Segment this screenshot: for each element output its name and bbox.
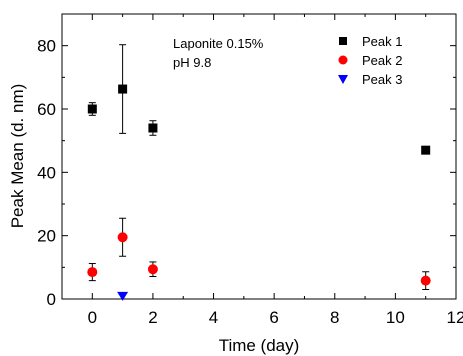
x-tick-label: 0 <box>88 308 97 327</box>
y-tick-label: 80 <box>37 37 56 56</box>
legend-label-peak-3: Peak 3 <box>362 72 402 87</box>
legend-label-peak-1: Peak 1 <box>362 34 402 49</box>
plot-frame <box>61 13 457 300</box>
x-tick-label: 10 <box>386 308 405 327</box>
data-point-peak-2 <box>420 275 431 286</box>
legend-marker-peak-1 <box>339 37 347 45</box>
x-tick-label: 8 <box>330 308 339 327</box>
y-tick-label: 40 <box>37 163 56 182</box>
x-axis-title: Time (day) <box>219 336 300 355</box>
data-point-peak-3 <box>117 291 129 301</box>
data-point-peak-1 <box>118 84 128 94</box>
x-tick-label: 4 <box>209 308 218 327</box>
x-tick-label: 6 <box>269 308 278 327</box>
legend-marker-peak-3 <box>338 75 348 84</box>
data-point-peak-1 <box>421 145 431 155</box>
data-point-peak-2 <box>117 232 128 243</box>
x-tick-label: 12 <box>447 308 463 327</box>
data-markers <box>87 84 431 301</box>
annotation-line-1: Laponite 0.15% <box>173 36 264 51</box>
annotation-line-2: pH 9.8 <box>173 55 211 70</box>
y-tick-label: 60 <box>37 100 56 119</box>
data-point-peak-1 <box>148 123 158 133</box>
data-point-peak-2 <box>147 264 158 275</box>
y-tick-label: 20 <box>37 227 56 246</box>
legend-marker-peak-2 <box>338 55 348 65</box>
data-point-peak-1 <box>87 104 97 114</box>
axis-ticks: 0 2 4 6 8 10 12 0 20 40 60 80 <box>37 13 463 327</box>
data-point-peak-2 <box>87 267 98 278</box>
legend: Peak 1 Peak 2 Peak 3 <box>338 34 402 87</box>
legend-label-peak-2: Peak 2 <box>362 53 402 68</box>
x-tick-label: 2 <box>148 308 157 327</box>
y-tick-label: 0 <box>47 290 56 309</box>
y-axis-title: Peak Mean (d. nm) <box>8 84 27 229</box>
